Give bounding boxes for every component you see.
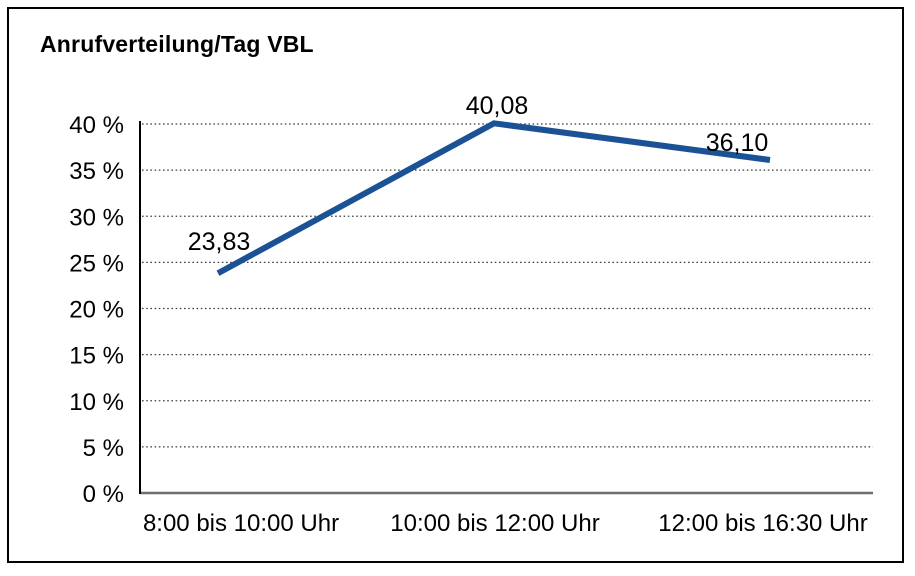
y-tick-label: 35 % bbox=[69, 158, 124, 185]
x-category-label: 10:00 bis 12:00 Uhr bbox=[390, 510, 599, 537]
data-point-label: 40,08 bbox=[466, 92, 529, 120]
chart-border bbox=[7, 7, 904, 563]
y-tick-label: 25 % bbox=[69, 250, 124, 277]
x-category-label: 12:00 bis 16:30 Uhr bbox=[658, 510, 867, 537]
y-tick-label: 40 % bbox=[69, 112, 124, 139]
series-line bbox=[216, 120, 771, 276]
x-category-label: 8:00 bis 10:00 Uhr bbox=[143, 510, 339, 537]
y-tick-label: 5 % bbox=[83, 435, 124, 462]
chart-title: Anrufverteilung/Tag VBL bbox=[40, 31, 314, 57]
y-tick-label: 0 % bbox=[83, 481, 124, 508]
y-tick-label: 10 % bbox=[69, 389, 124, 416]
y-tick-label: 20 % bbox=[69, 297, 124, 324]
y-tick-label: 15 % bbox=[69, 343, 124, 370]
data-point-label: 23,83 bbox=[188, 228, 251, 256]
data-point-label: 36,10 bbox=[706, 129, 769, 157]
y-tick-label: 30 % bbox=[69, 204, 124, 231]
